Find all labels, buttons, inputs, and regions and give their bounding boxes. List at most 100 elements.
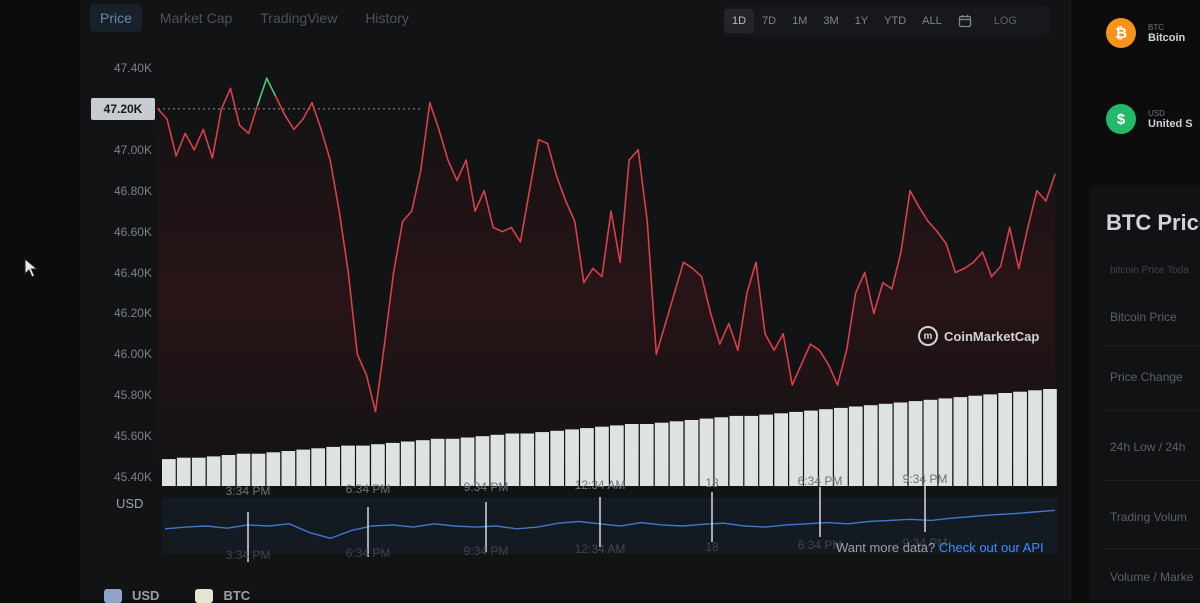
coinmarketcap-watermark: m CoinMarketCap <box>918 326 1039 346</box>
volume-bar <box>445 438 460 486</box>
price-line-segment <box>166 118 177 157</box>
volume-bar <box>221 455 236 486</box>
y-tick-label: 46.40K <box>113 265 152 280</box>
price-line-segment <box>872 281 884 315</box>
volume-bar <box>415 440 430 486</box>
stat-divider <box>1102 345 1200 346</box>
y-tick-label: 45.80K <box>113 388 152 403</box>
overview-background <box>162 498 1058 554</box>
coin-btc[interactable]: ₿ BTC Bitcoin <box>1106 18 1185 48</box>
price-line-segment <box>909 189 920 208</box>
coin-usd[interactable]: $ USD United S <box>1106 104 1193 134</box>
volume-bar <box>908 401 923 486</box>
price-line-segment <box>202 128 214 159</box>
volume-bar <box>550 430 564 486</box>
volume-bar <box>490 434 505 486</box>
volume-bar <box>1028 390 1042 486</box>
tab-history[interactable]: History <box>365 10 409 26</box>
tab-tradingview[interactable]: TradingView <box>260 10 338 26</box>
volume-bar <box>565 429 579 486</box>
volume-bar <box>191 457 206 486</box>
range-3m-button[interactable]: 3M <box>823 15 839 27</box>
range-1y-button[interactable]: 1Y <box>854 15 869 27</box>
price-line-segment <box>474 189 485 212</box>
y-tick-label: 46.60K <box>113 224 152 239</box>
price-line-segment <box>438 128 449 161</box>
x-tick-label: 9:34 PM <box>463 480 509 494</box>
price-line-segment <box>157 108 168 120</box>
price-line-segment <box>392 220 404 274</box>
volume-bar <box>296 449 311 486</box>
price-line-segment <box>691 267 703 278</box>
stat-volume-market-cap: Volume / Marke <box>1110 570 1194 584</box>
price-line-segment <box>184 132 196 151</box>
price-line-segment <box>981 251 993 278</box>
price-line-segment <box>374 343 386 413</box>
api-link[interactable]: Check out our API <box>938 540 1044 555</box>
log-scale-toggle[interactable]: LOG <box>993 15 1017 27</box>
stat-divider <box>1102 480 1200 481</box>
price-line-segment <box>429 101 440 131</box>
price-line-segment <box>709 312 721 345</box>
price-line-segment <box>274 95 286 116</box>
price-line-segment <box>302 101 313 120</box>
price-line-segment <box>220 87 232 110</box>
price-line-segment <box>945 243 957 274</box>
price-line-segment <box>456 159 467 182</box>
price-line-segment <box>827 363 839 386</box>
price-line-segment <box>954 267 966 274</box>
range-all-button[interactable]: ALL <box>922 15 942 27</box>
price-line-segment <box>347 271 359 356</box>
volume-bar <box>236 453 251 486</box>
price-line-segment <box>265 77 277 98</box>
volume-bar <box>639 424 654 486</box>
x-tick-label: 12:34 AM <box>574 478 626 492</box>
range-1d-button[interactable]: 1D <box>724 9 755 33</box>
price-line-segment <box>972 251 984 264</box>
api-prompt-text: Want more data? <box>836 540 936 555</box>
price-line-segment <box>1036 189 1047 202</box>
x-tick-label: 6:34 PM <box>345 482 391 496</box>
range-1m-button[interactable]: 1M <box>792 15 808 27</box>
chart-tabs: Price Market Cap TradingView History <box>90 4 419 32</box>
price-line-segment <box>1027 189 1038 229</box>
price-line-segment <box>1045 173 1056 202</box>
right-sidebar: ₿ BTC Bitcoin $ USD United S BTC Price b… <box>1090 0 1200 600</box>
price-line-segment <box>963 261 975 270</box>
volume-bar <box>326 446 340 486</box>
legend-label-btc: BTC <box>223 588 251 603</box>
volume-bar <box>848 406 863 486</box>
volume-bar <box>834 407 848 486</box>
calendar-icon[interactable] <box>950 9 980 33</box>
volume-bar <box>998 393 1012 486</box>
btc-price-title: BTC Price <box>1106 210 1200 235</box>
price-line-segment <box>329 159 341 212</box>
currency-label: USD <box>116 496 144 511</box>
stat-price-change: Price Change <box>1110 370 1183 384</box>
price-line-segment <box>646 220 658 356</box>
y-tick-label: 46.20K <box>113 306 152 321</box>
legend-item-usd[interactable]: USD <box>104 588 159 603</box>
stat-24h-low-high: 24h Low / 24h <box>1110 440 1186 454</box>
api-prompt: Want more data? Check out our API <box>836 540 1044 555</box>
range-7d-button[interactable]: 7D <box>762 15 777 27</box>
price-line-segment <box>900 189 911 253</box>
coin-symbol: USD <box>1148 108 1165 118</box>
price-line-segment <box>501 226 513 233</box>
price-line-segment <box>818 349 830 366</box>
price-line-segment <box>247 104 259 135</box>
x-tick-label: 6:34 PM <box>797 474 843 488</box>
mouse-cursor-icon <box>24 258 38 278</box>
price-line-segment <box>592 267 603 278</box>
range-ytd-button[interactable]: YTD <box>884 15 907 27</box>
price-line-segment <box>845 292 857 352</box>
price-line-segment <box>936 230 948 245</box>
tab-price[interactable]: Price <box>90 4 142 32</box>
volume-bar <box>938 398 953 486</box>
legend-item-btc[interactable]: BTC <box>195 588 250 603</box>
stat-divider <box>1102 548 1200 549</box>
overview-x-tick-label: 6:34 PM <box>797 538 843 552</box>
tab-market-cap[interactable]: Market Cap <box>159 10 233 26</box>
overview-x-tick-label: 12:34 AM <box>574 542 626 556</box>
